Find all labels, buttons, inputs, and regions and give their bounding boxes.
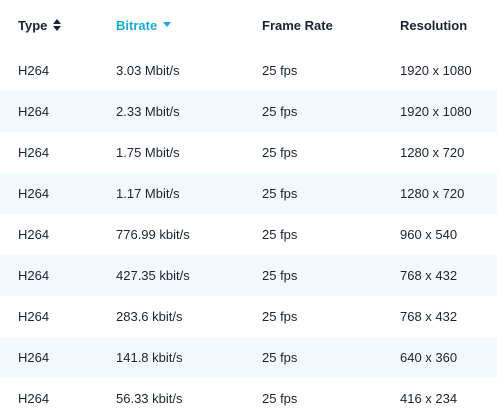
column-header-frame-rate-label: Frame Rate (262, 17, 333, 33)
column-header-type[interactable]: Type (18, 0, 63, 50)
cell-resolution: 1280 x 720 (400, 145, 465, 160)
table-row: H264 1.17 Mbit/s 25 fps 1280 x 720 (0, 173, 497, 214)
cell-type: H264 (18, 145, 50, 160)
cell-resolution: 960 x 540 (400, 227, 458, 242)
cell-frame-rate: 25 fps (262, 104, 298, 119)
sort-unsorted-icon (53, 19, 63, 31)
cell-type: H264 (18, 227, 50, 242)
cell-type: H264 (18, 63, 50, 78)
cell-frame-rate: 25 fps (262, 268, 298, 283)
cell-bitrate: 427.35 kbit/s (116, 268, 190, 283)
cell-resolution: 1920 x 1080 (400, 63, 472, 78)
cell-type: H264 (18, 186, 50, 201)
table-row: H264 427.35 kbit/s 25 fps 768 x 432 (0, 255, 497, 296)
cell-resolution: 416 x 234 (400, 391, 458, 406)
table-row: H264 2.33 Mbit/s 25 fps 1920 x 1080 (0, 91, 497, 132)
cell-resolution: 640 x 360 (400, 350, 458, 365)
cell-type: H264 (18, 268, 50, 283)
cell-bitrate: 1.17 Mbit/s (116, 186, 180, 201)
table-header: Type Bitrate Frame Rate Resolution (0, 0, 497, 50)
cell-bitrate: 2.33 Mbit/s (116, 104, 180, 119)
cell-frame-rate: 25 fps (262, 145, 298, 160)
table-row: H264 776.99 kbit/s 25 fps 960 x 540 (0, 214, 497, 255)
cell-bitrate: 776.99 kbit/s (116, 227, 190, 242)
cell-resolution: 768 x 432 (400, 309, 458, 324)
cell-frame-rate: 25 fps (262, 309, 298, 324)
cell-resolution: 1920 x 1080 (400, 104, 472, 119)
cell-bitrate: 3.03 Mbit/s (116, 63, 180, 78)
cell-frame-rate: 25 fps (262, 227, 298, 242)
table-body: H264 3.03 Mbit/s 25 fps 1920 x 1080 H264 2.33… (0, 50, 497, 419)
cell-frame-rate: 25 fps (262, 391, 298, 406)
column-header-bitrate-label: Bitrate (116, 17, 158, 33)
cell-bitrate: 141.8 kbit/s (116, 350, 183, 365)
cell-bitrate: 283.6 kbit/s (116, 309, 183, 324)
table-row: H264 283.6 kbit/s 25 fps 768 x 432 (0, 296, 497, 337)
cell-type: H264 (18, 104, 50, 119)
column-header-resolution-label: Resolution (400, 17, 468, 33)
cell-frame-rate: 25 fps (262, 63, 298, 78)
cell-bitrate: 56.33 kbit/s (116, 391, 183, 406)
cell-type: H264 (18, 309, 50, 324)
cell-type: H264 (18, 350, 50, 365)
cell-frame-rate: 25 fps (262, 350, 298, 365)
table-row: H264 3.03 Mbit/s 25 fps 1920 x 1080 (0, 50, 497, 91)
cell-resolution: 768 x 432 (400, 268, 458, 283)
cell-bitrate: 1.75 Mbit/s (116, 145, 180, 160)
cell-frame-rate: 25 fps (262, 186, 298, 201)
cell-type: H264 (18, 391, 50, 406)
table-row: H264 56.33 kbit/s 25 fps 416 x 234 (0, 378, 497, 419)
column-header-bitrate[interactable]: Bitrate (116, 0, 173, 50)
column-header-type-label: Type (18, 17, 48, 33)
cell-resolution: 1280 x 720 (400, 186, 465, 201)
column-header-frame-rate: Frame Rate (262, 0, 333, 50)
sort-descending-icon (163, 19, 173, 31)
table-row: H264 1.75 Mbit/s 25 fps 1280 x 720 (0, 132, 497, 173)
column-header-resolution: Resolution (400, 0, 467, 50)
table-row: H264 141.8 kbit/s 25 fps 640 x 360 (0, 337, 497, 378)
